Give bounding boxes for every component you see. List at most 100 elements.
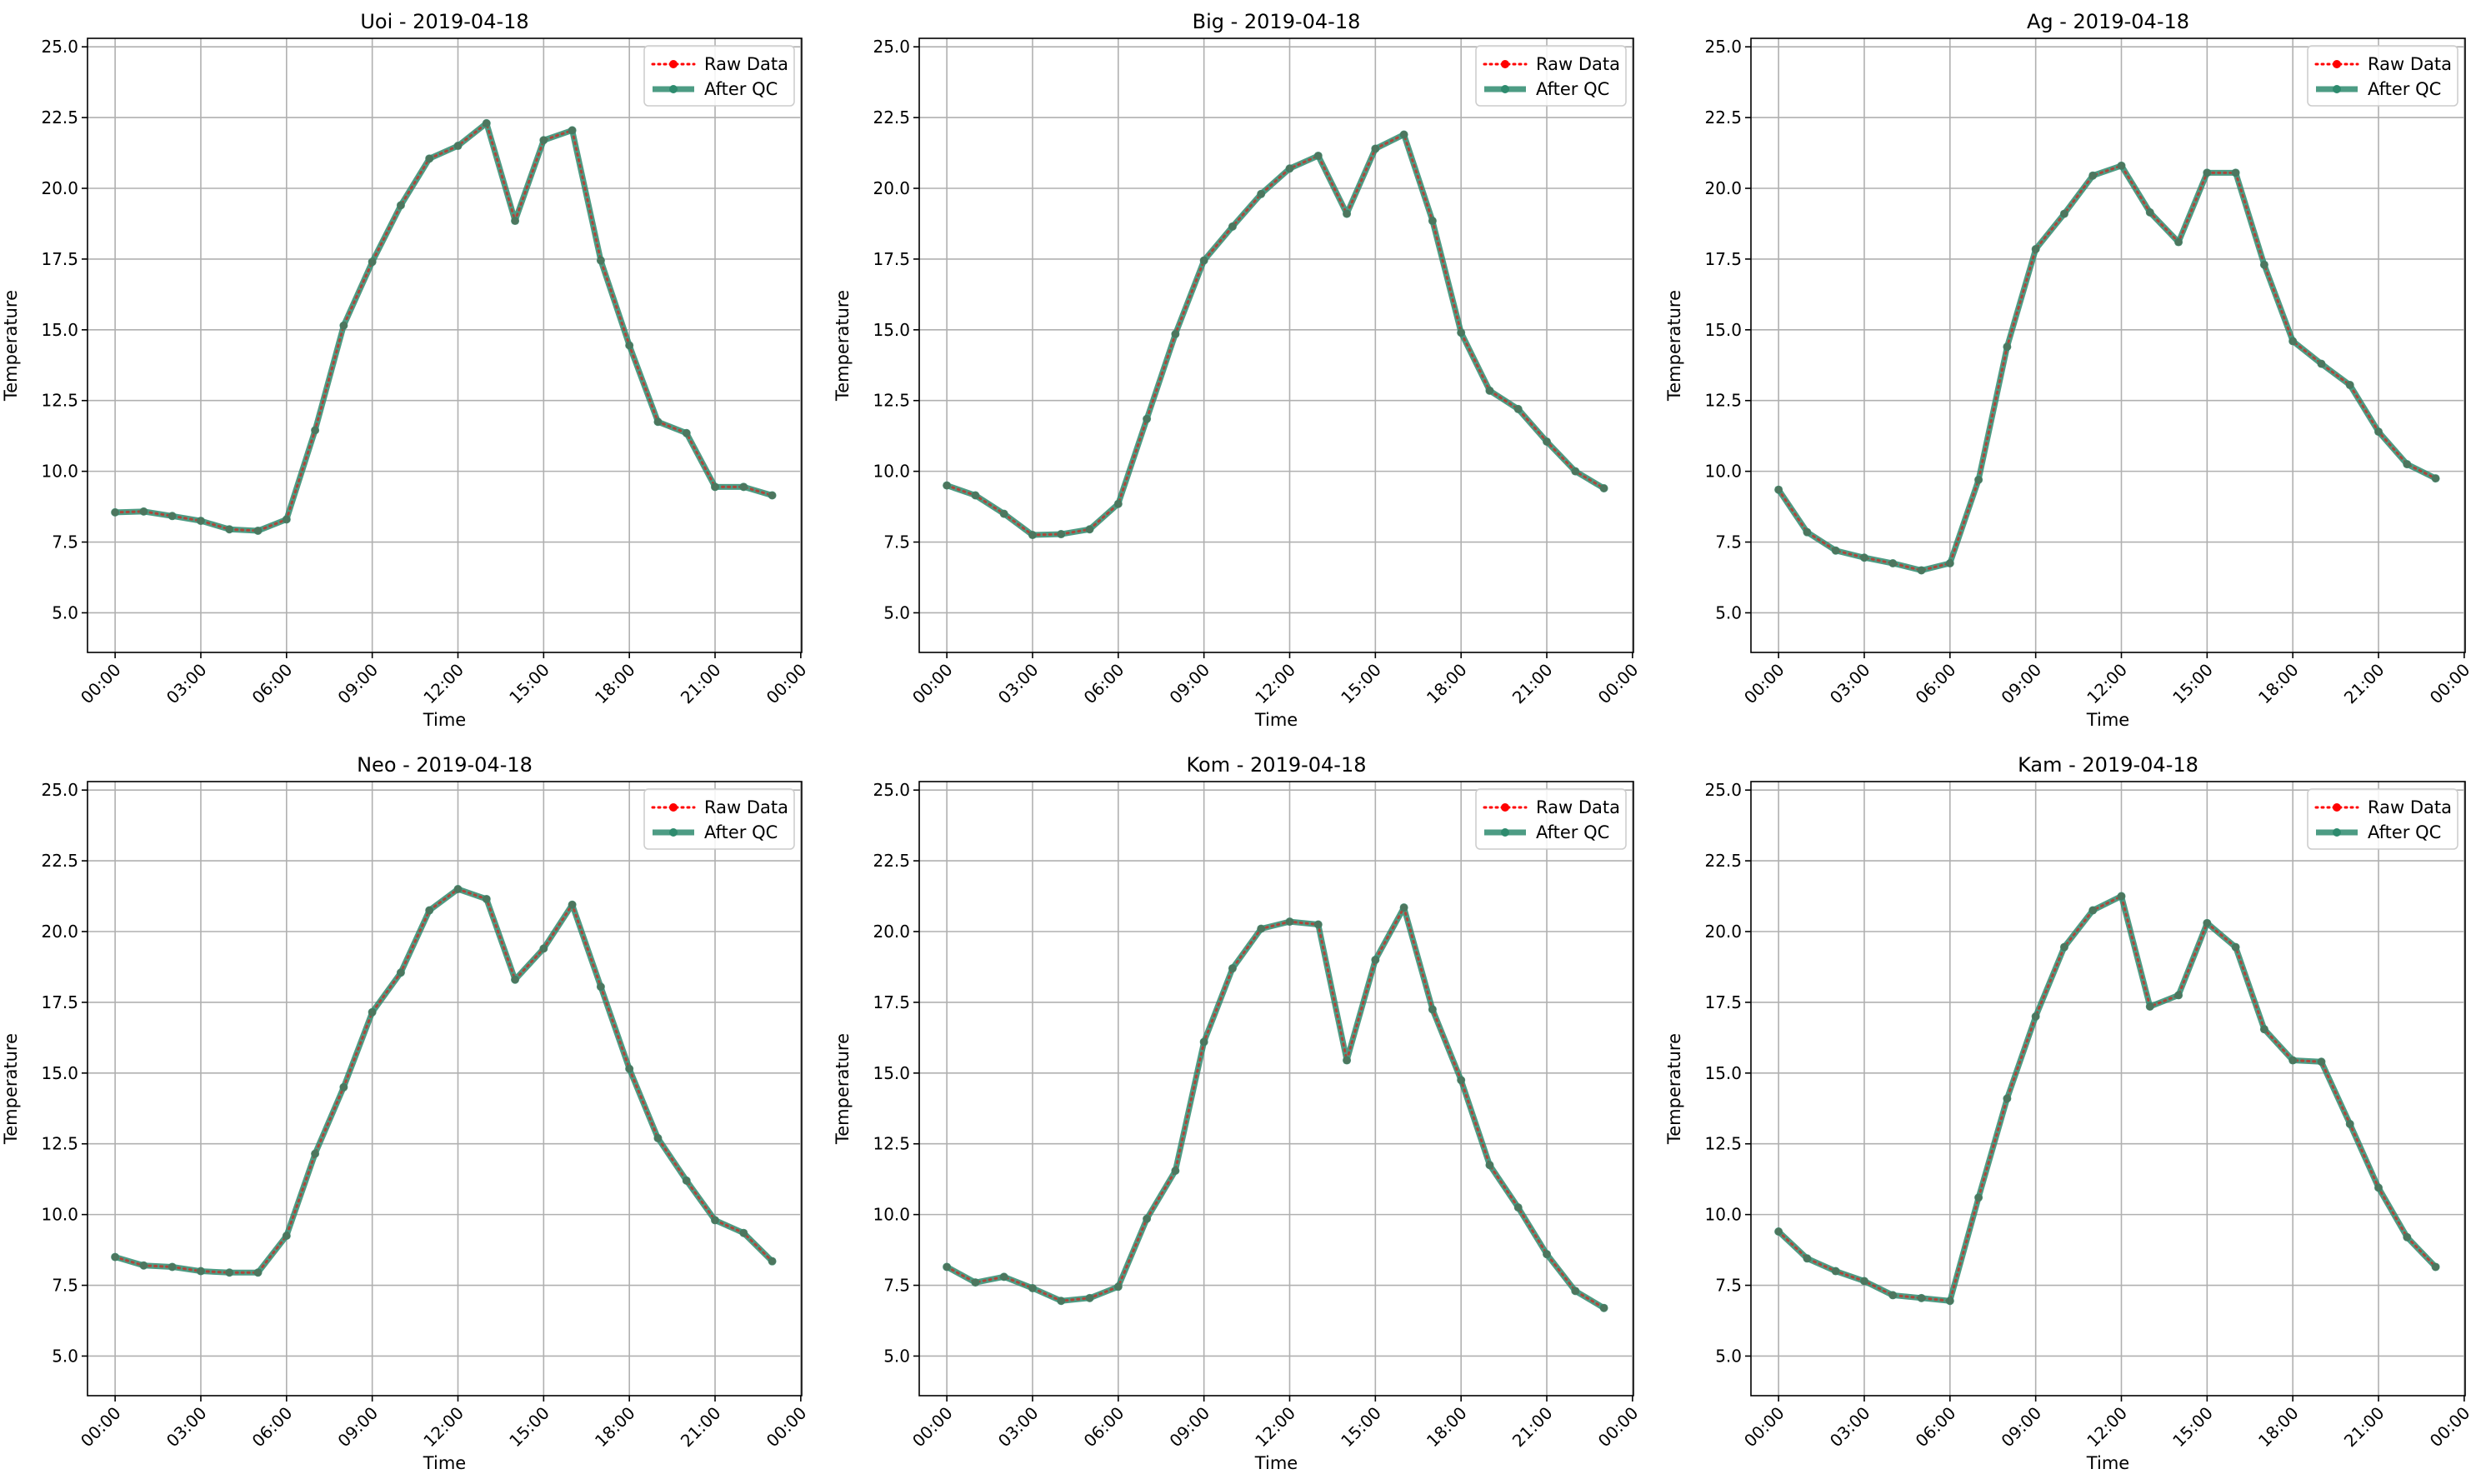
after-qc-point <box>1085 525 1094 534</box>
y-tick-label: 7.5 <box>1715 1276 1742 1296</box>
after-qc-point <box>653 1133 663 1142</box>
after-qc-point <box>1513 404 1523 413</box>
after-qc-point <box>711 482 720 492</box>
after-qc-point <box>311 1149 320 1158</box>
axes-frame <box>87 37 803 653</box>
y-tick-label: 17.5 <box>1704 992 1742 1012</box>
y-tick-label: 10.0 <box>41 462 78 482</box>
series-line-raw-data <box>113 121 774 532</box>
y-tick-label: 22.5 <box>41 107 78 127</box>
axes-frame <box>918 781 1634 1397</box>
x-tick-label: 09:00 <box>1997 660 2045 708</box>
y-tick-label: 7.5 <box>1715 532 1742 552</box>
after-qc-point <box>1917 566 1926 575</box>
y-tick-label: 12.5 <box>1704 1134 1742 1154</box>
after-qc-point <box>1945 1297 1954 1306</box>
after-qc-point <box>2031 245 2040 254</box>
after-qc-point <box>2059 209 2068 218</box>
x-tick-label: 18:00 <box>591 660 639 708</box>
after-qc-point <box>1974 475 1983 484</box>
after-qc-point <box>1485 1161 1494 1170</box>
series-line-raw-data <box>945 132 1606 537</box>
x-tick-label: 00:00 <box>908 660 957 708</box>
after-qc-point <box>943 481 952 490</box>
after-qc-point <box>1057 530 1066 539</box>
y-tick-label: 22.5 <box>1704 107 1742 127</box>
y-tick-label: 15.0 <box>873 320 910 340</box>
y-tick-label: 22.5 <box>1704 851 1742 871</box>
after-qc-point <box>1859 1277 1868 1286</box>
x-tick-label: 21:00 <box>677 660 725 708</box>
y-tick-label: 10.0 <box>873 1205 910 1225</box>
x-tick-label: 00:00 <box>2426 660 2474 708</box>
after-qc-point <box>396 968 405 977</box>
x-tick-label: 12:00 <box>2083 660 2131 708</box>
legend-label-raw-data: Raw Data <box>2368 54 2452 74</box>
y-tick-label: 20.0 <box>873 178 910 198</box>
y-tick-label: 22.5 <box>41 851 78 871</box>
legend: Raw Data After QC <box>2307 788 2458 850</box>
after-qc-point <box>339 321 348 330</box>
after-qc-point <box>2345 381 2354 390</box>
axes-frame <box>87 781 803 1397</box>
y-tick-label: 20.0 <box>1704 178 1742 198</box>
chart-title: Kam - 2019-04-18 <box>2018 753 2198 777</box>
x-tick-label: 09:00 <box>333 660 382 708</box>
after-qc-point <box>1199 1037 1208 1047</box>
y-tick-label: 15.0 <box>873 1063 910 1083</box>
x-tick-label: 06:00 <box>1912 1403 1960 1452</box>
legend: Raw Data After QC <box>643 45 795 107</box>
legend-raw-marker <box>2333 60 2341 68</box>
chart-panel: 5.0 7.5 10.0 12.5 15.0 17.5 20.0 22.5 25.0 00:00 0… <box>833 753 1642 1473</box>
legend-raw-marker <box>1501 803 1509 812</box>
y-tick-label: 12.5 <box>873 391 910 411</box>
after-qc-point <box>111 507 120 517</box>
y-tick-label: 17.5 <box>41 992 78 1012</box>
x-tick-label: 21:00 <box>1508 660 1557 708</box>
y-tick-label: 5.0 <box>1715 1346 1742 1366</box>
legend-label-raw-data: Raw Data <box>1536 797 1620 817</box>
after-qc-point <box>971 491 980 500</box>
after-qc-point <box>568 126 577 135</box>
y-tick-label: 5.0 <box>883 1346 910 1366</box>
after-qc-point <box>482 118 491 127</box>
x-tick-label: 06:00 <box>1080 660 1128 708</box>
y-tick-label: 7.5 <box>52 532 78 552</box>
after-qc-point <box>2174 991 2183 1000</box>
after-qc-point <box>2003 1094 2012 1103</box>
x-tick-label: 03:00 <box>1826 1403 1874 1452</box>
x-tick-label: 09:00 <box>1165 1403 1213 1452</box>
chart-panel: 5.0 7.5 10.0 12.5 15.0 17.5 20.0 22.5 25.0 00:00 0… <box>1 753 810 1473</box>
series-line-after-qc <box>945 904 1606 1311</box>
after-qc-point <box>1228 964 1237 973</box>
after-qc-point <box>1774 485 1783 494</box>
after-qc-point <box>1343 1056 1352 1065</box>
legend-raw-marker <box>1501 60 1509 68</box>
after-qc-point <box>396 201 405 210</box>
after-qc-point <box>1543 437 1552 446</box>
x-axis-label: Time <box>423 710 466 730</box>
series-line-after-qc <box>115 120 773 534</box>
x-tick-label: 06:00 <box>1912 660 1960 708</box>
legend-label-raw-data: Raw Data <box>1536 54 1620 74</box>
legend-label-after-qc: After QC <box>1536 822 1609 842</box>
y-tick-label: 15.0 <box>1704 320 1742 340</box>
after-qc-point <box>2317 359 2326 368</box>
after-qc-point <box>596 256 605 265</box>
after-qc-point <box>196 1267 205 1276</box>
after-qc-point <box>739 482 748 492</box>
after-qc-point <box>2374 427 2383 437</box>
after-qc-point <box>1285 917 1294 927</box>
series-line-raw-data <box>945 904 1606 1310</box>
chart-panel: 5.0 7.5 10.0 12.5 15.0 17.5 20.0 22.5 25.0 00:00 0… <box>1664 10 2473 730</box>
after-qc-point <box>1371 144 1380 153</box>
after-qc-point <box>1085 1293 1094 1302</box>
x-axis-label: Time <box>1254 710 1298 730</box>
y-axis-label: Temperature <box>1664 1033 1684 1145</box>
after-qc-point <box>1143 1214 1152 1223</box>
series-line-after-qc <box>945 131 1606 538</box>
after-qc-point <box>2431 474 2440 483</box>
axes-frame <box>1750 781 2466 1397</box>
after-qc-point <box>139 1261 148 1270</box>
